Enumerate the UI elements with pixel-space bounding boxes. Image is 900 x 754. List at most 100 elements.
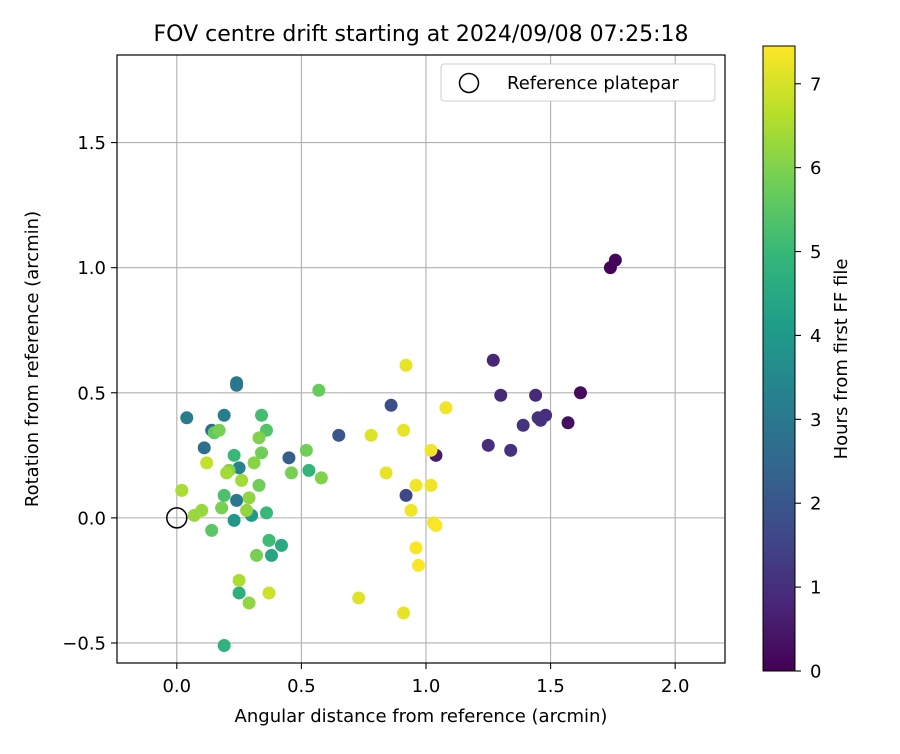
colorbar-tick-label: 7 bbox=[810, 74, 821, 95]
x-axis-label: Angular distance from reference (arcmin) bbox=[235, 706, 608, 727]
colorbar: 0 1 2 3 4 5 6 7 Hours from first FF file bbox=[762, 45, 852, 683]
data-point bbox=[197, 441, 211, 455]
data-point bbox=[364, 428, 378, 442]
data-point bbox=[282, 451, 296, 465]
data-point bbox=[232, 461, 246, 475]
colorbar-tick-label: 6 bbox=[810, 158, 821, 179]
data-point bbox=[187, 508, 201, 522]
data-point bbox=[608, 253, 622, 267]
colorbar-label: Hours from first FF file bbox=[831, 259, 852, 460]
chart-title: FOV centre drift starting at 2024/09/08 … bbox=[154, 22, 689, 47]
colorbar-tick-label: 3 bbox=[810, 410, 821, 431]
data-point bbox=[397, 423, 411, 437]
data-point bbox=[314, 471, 328, 485]
data-point bbox=[247, 456, 261, 470]
colorbar-tick-label: 1 bbox=[810, 578, 821, 599]
grid-lines bbox=[117, 55, 725, 663]
colorbar-tick-label: 2 bbox=[810, 494, 821, 515]
data-point bbox=[332, 428, 346, 442]
data-point bbox=[227, 513, 241, 527]
x-tick-label: 1.5 bbox=[536, 676, 565, 697]
data-point bbox=[232, 573, 246, 587]
x-tick-label: 1.0 bbox=[412, 676, 441, 697]
y-tick-label: 1.0 bbox=[77, 258, 106, 279]
data-point bbox=[299, 443, 313, 457]
data-point bbox=[264, 548, 278, 562]
data-point bbox=[424, 478, 438, 492]
data-point bbox=[252, 431, 266, 445]
data-point bbox=[481, 438, 495, 452]
data-point bbox=[399, 358, 413, 372]
scatter-points bbox=[166, 253, 622, 652]
y-tick-label: 0.0 bbox=[77, 508, 106, 529]
y-tick-label: 1.5 bbox=[77, 133, 106, 154]
data-point bbox=[255, 408, 269, 422]
colorbar-gradient bbox=[762, 45, 796, 672]
data-point bbox=[242, 491, 256, 505]
data-point bbox=[175, 483, 189, 497]
data-point bbox=[399, 488, 413, 502]
data-point bbox=[504, 443, 518, 457]
colorbar-tick-label: 0 bbox=[810, 662, 821, 683]
data-point bbox=[274, 538, 288, 552]
data-point bbox=[217, 488, 231, 502]
data-point bbox=[212, 423, 226, 437]
legend-box bbox=[440, 63, 716, 102]
data-point bbox=[409, 541, 423, 555]
data-point bbox=[232, 586, 246, 600]
data-point bbox=[379, 466, 393, 480]
data-point bbox=[217, 408, 231, 422]
y-axis-label: Rotation from reference (arcmin) bbox=[22, 211, 43, 507]
data-point bbox=[529, 388, 543, 402]
data-point bbox=[404, 503, 418, 517]
data-point bbox=[260, 506, 274, 520]
data-point bbox=[312, 383, 326, 397]
data-point bbox=[352, 591, 366, 605]
data-point bbox=[397, 606, 411, 620]
x-axis: 0.0 0.5 1.0 1.5 2.0 bbox=[162, 663, 689, 697]
data-point bbox=[252, 478, 266, 492]
data-point bbox=[242, 596, 256, 610]
data-point bbox=[235, 473, 249, 487]
x-tick-label: 0.5 bbox=[287, 676, 316, 697]
data-point bbox=[284, 466, 298, 480]
data-point bbox=[230, 376, 244, 390]
legend: Reference platepar bbox=[440, 63, 716, 102]
data-point bbox=[262, 586, 276, 600]
data-point bbox=[220, 466, 234, 480]
data-point bbox=[486, 353, 500, 367]
reference-platepar-marker bbox=[166, 507, 188, 529]
x-tick-label: 2.0 bbox=[661, 676, 690, 697]
data-point bbox=[516, 418, 530, 432]
data-point bbox=[412, 558, 426, 572]
data-point bbox=[240, 503, 254, 517]
data-point bbox=[215, 501, 229, 515]
data-point bbox=[409, 478, 423, 492]
y-tick-label: −0.5 bbox=[62, 633, 106, 654]
data-point bbox=[205, 523, 219, 537]
data-point bbox=[534, 413, 548, 427]
data-point bbox=[250, 548, 264, 562]
data-point bbox=[262, 533, 276, 547]
data-point bbox=[561, 416, 575, 430]
data-point bbox=[439, 401, 453, 415]
data-point bbox=[424, 443, 438, 457]
colorbar-tick-label: 5 bbox=[810, 242, 821, 263]
data-point bbox=[494, 388, 508, 402]
plot-frame bbox=[116, 54, 726, 664]
y-axis: −0.5 0.0 0.5 1.0 1.5 bbox=[62, 133, 117, 654]
legend-label-reference: Reference platepar bbox=[507, 73, 679, 94]
data-point bbox=[230, 493, 244, 507]
data-point bbox=[227, 448, 241, 462]
data-point bbox=[200, 456, 214, 470]
y-tick-label: 0.5 bbox=[77, 383, 106, 404]
data-point bbox=[573, 386, 587, 400]
data-point bbox=[217, 638, 231, 652]
data-point bbox=[429, 518, 443, 532]
legend-reference-marker bbox=[458, 72, 480, 94]
colorbar-ticks: 0 1 2 3 4 5 6 7 bbox=[795, 74, 821, 683]
colorbar-tick-label: 4 bbox=[810, 326, 821, 347]
data-point bbox=[384, 398, 398, 412]
